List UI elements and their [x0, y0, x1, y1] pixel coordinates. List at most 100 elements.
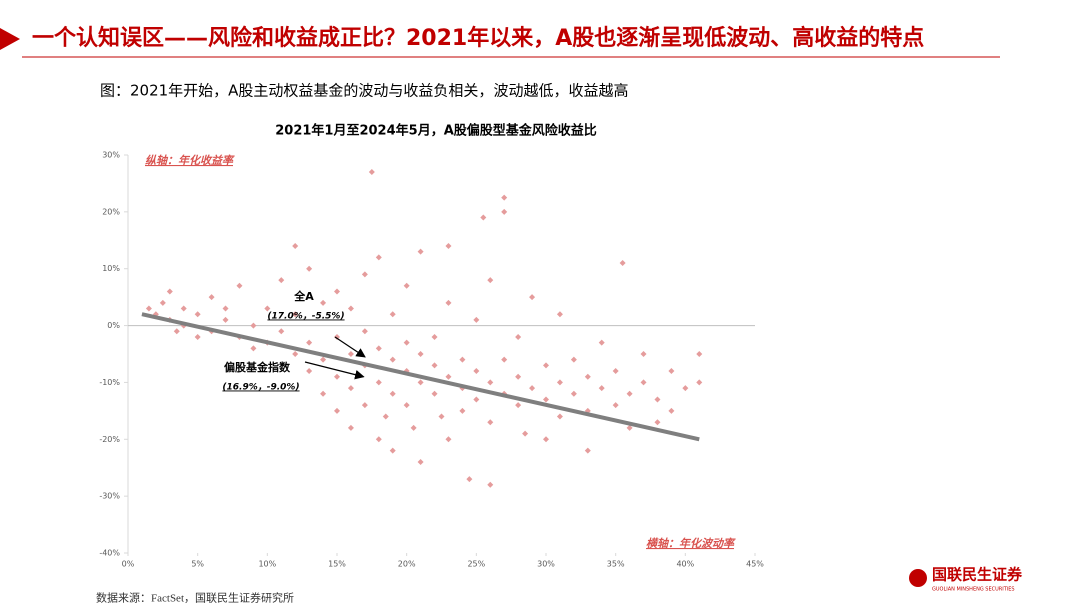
x-tick-label: 5%: [191, 560, 204, 569]
scatter-point: [334, 333, 340, 340]
scatter-point: [389, 390, 396, 397]
scatter-point: [543, 396, 549, 403]
x-tick-label: 30%: [537, 560, 555, 569]
logo-icon: [909, 569, 927, 587]
scatter-point: [306, 339, 313, 346]
scatter-point: [487, 379, 494, 386]
scatter-point: [320, 356, 327, 363]
scatter-point: [431, 333, 438, 340]
scatter-point: [682, 385, 689, 392]
scatter-point: [389, 447, 396, 454]
scatter-point: [612, 402, 619, 409]
annotation-label: (17.0%，-5.5%): [267, 312, 344, 322]
scatter-point: [556, 311, 563, 318]
scatter-point: [654, 419, 661, 426]
x-tick-label: 20%: [398, 560, 416, 569]
chart-title: 2021年1月至2024年5月，A股偏股型基金风险收益比: [275, 123, 597, 139]
y-tick-label: 0%: [107, 321, 120, 330]
y-axis-label: 纵轴：年化收益率: [145, 154, 235, 167]
scatter-point: [334, 288, 340, 295]
scatter-point: [180, 305, 187, 312]
scatter-point: [166, 288, 173, 295]
scatter-point: [696, 351, 703, 357]
scatter-point: [222, 316, 229, 323]
x-tick-label: 25%: [467, 560, 485, 569]
scatter-point: [445, 373, 452, 380]
subtitle: 图：2021年开始，A股主动权益基金的波动与收益负相关，波动越低，收益越高: [100, 82, 628, 100]
annotation-arrow: [304, 361, 365, 380]
scatter-point: [445, 299, 452, 306]
scatter-point: [410, 424, 417, 431]
scatter-point: [438, 413, 445, 420]
scatter-point: [375, 379, 382, 386]
scatter-point: [473, 396, 480, 403]
source-note: 数据来源：FactSet，国联民生证券研究所: [96, 591, 294, 605]
scatter-point: [543, 436, 549, 443]
scatter-point: [403, 282, 410, 289]
scatter-point: [375, 254, 382, 261]
scatter-point: [626, 424, 633, 431]
scatter-point: [334, 373, 340, 380]
y-tick-label: -20%: [99, 435, 120, 444]
scatter-point: [556, 379, 563, 386]
annotation-name: 偏股基金指数: [224, 360, 291, 374]
scatter-point: [403, 402, 410, 409]
scatter-point: [459, 407, 466, 414]
scatter-point: [417, 379, 424, 386]
scatter-point: [417, 459, 424, 466]
y-tick-label: -40%: [99, 549, 120, 558]
scatter-point: [556, 413, 563, 420]
scatter-point: [584, 373, 591, 380]
scatter-point: [278, 328, 285, 335]
scatter-point: [480, 214, 487, 221]
scatter-point: [375, 436, 382, 443]
scatter-point: [598, 385, 605, 392]
scatter-point: [382, 413, 389, 420]
x-tick-label: 10%: [258, 560, 276, 569]
scatter-point: [334, 407, 340, 414]
scatter-point: [626, 390, 633, 397]
scatter-point: [501, 356, 508, 363]
scatter-point: [208, 294, 215, 301]
annotation-arrow: [334, 336, 366, 358]
scatter-point: [264, 305, 271, 312]
y-tick-label: 30%: [102, 151, 120, 160]
scatter-point: [306, 265, 313, 272]
scatter-point: [529, 294, 536, 301]
scatter-point: [431, 390, 438, 397]
scatter-point: [292, 242, 299, 249]
scatter-point: [159, 299, 166, 306]
x-tick-label: 35%: [607, 560, 625, 569]
scatter-point: [403, 339, 410, 346]
scatter-point: [487, 481, 494, 488]
scatter-point: [529, 385, 536, 392]
scatter-point: [640, 351, 647, 357]
logo-english: GUOLIAN MINSHENG SECURITIES: [932, 587, 1015, 593]
scatter-point: [389, 356, 396, 363]
x-tick-label: 45%: [746, 560, 764, 569]
y-tick-label: 10%: [102, 264, 120, 273]
scatter-point: [515, 402, 522, 409]
scatter-point: [347, 385, 354, 392]
scatter-point: [598, 339, 605, 346]
scatter-point: [619, 260, 626, 267]
plot: -40% -30% -20% -10% 0% 10% 20% 30% 0% 5% 10% 15% 20%…: [99, 151, 764, 569]
scatter-point: [668, 407, 675, 414]
scatter-point: [501, 208, 508, 215]
scatter-point: [501, 194, 508, 201]
scatter-point: [347, 424, 354, 431]
scatter-point: [570, 390, 577, 397]
trend-line: [141, 312, 700, 442]
scatter-point: [250, 322, 257, 329]
scatter-point: [368, 169, 375, 176]
scatter-point: [445, 242, 452, 249]
x-tick-label: 0%: [122, 560, 135, 569]
scatter-point: [445, 436, 452, 443]
scatter-point: [487, 419, 494, 426]
scatter-point: [320, 299, 327, 306]
annotation-name: 全A: [293, 289, 314, 303]
y-tick-label: 20%: [102, 207, 120, 216]
scatter-point: [570, 356, 577, 363]
scatter-point: [145, 305, 152, 312]
